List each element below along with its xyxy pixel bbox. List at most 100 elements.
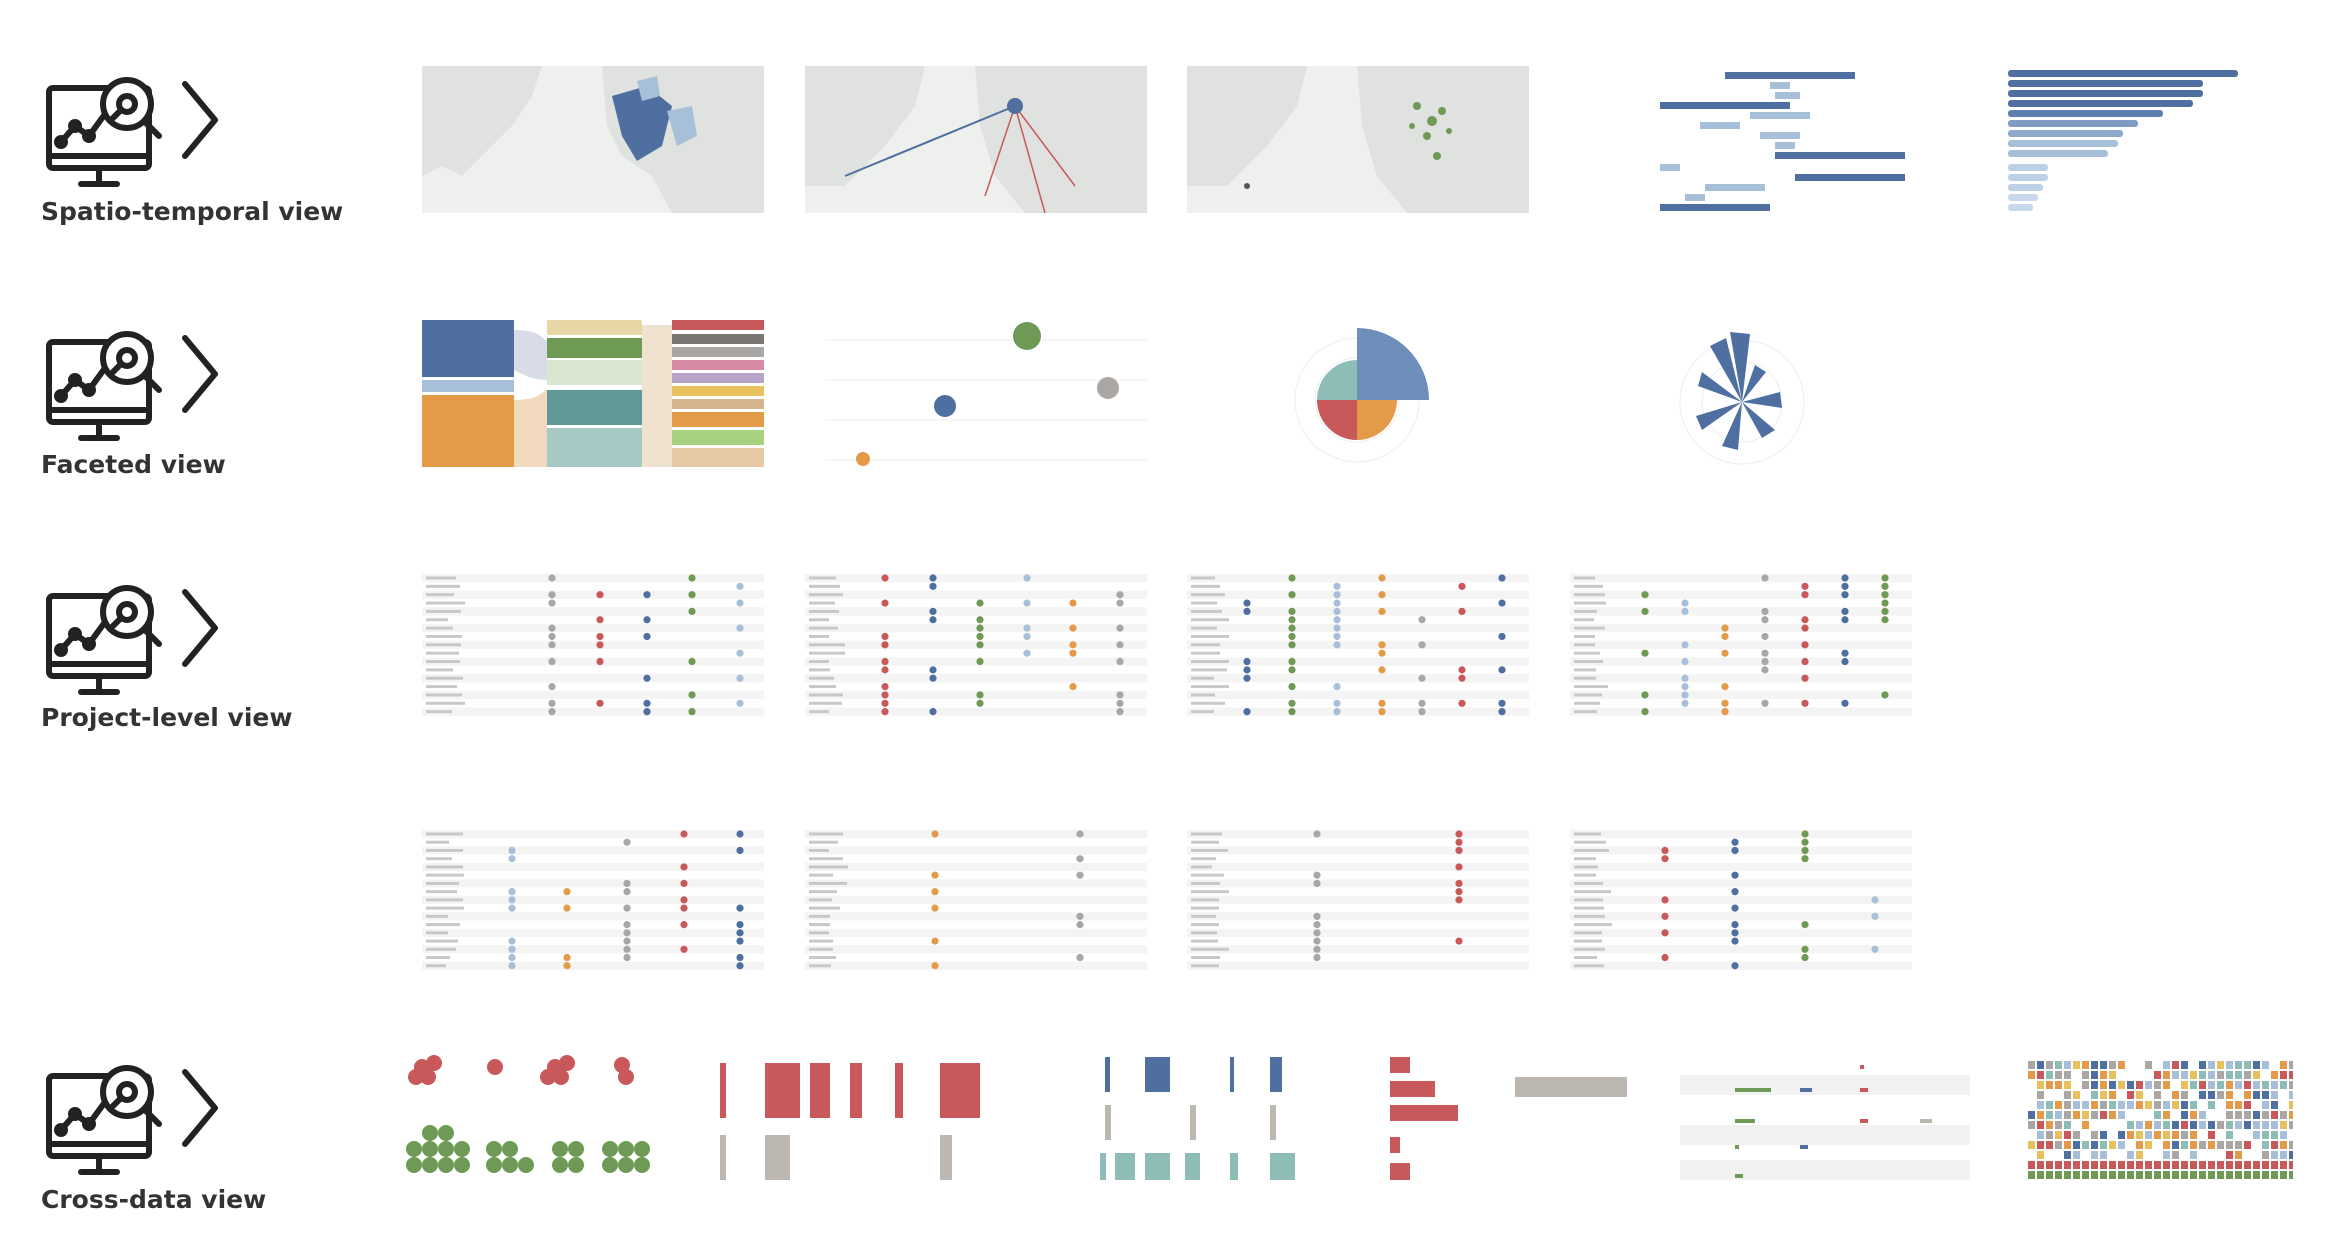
heat-cell <box>2082 1171 2089 1179</box>
dot <box>1661 929 1669 937</box>
heat-cell <box>2109 1081 2116 1089</box>
thumbnail-bar-matrix[interactable] <box>1030 1055 1315 1180</box>
heat-cell <box>2064 1091 2071 1099</box>
heat-cell <box>2136 1171 2143 1179</box>
dot <box>1458 666 1466 674</box>
dot <box>1881 591 1889 599</box>
dot <box>1721 682 1729 691</box>
dot <box>881 691 889 699</box>
dot <box>976 691 984 699</box>
thumbnail-dot-grid[interactable] <box>805 826 1147 976</box>
row-label-mark <box>809 857 843 861</box>
row-band <box>1187 607 1529 616</box>
row-label-cross-data: Cross-data view <box>41 1185 267 1214</box>
heat-cell <box>2082 1161 2089 1169</box>
thumbnail-bubble[interactable] <box>805 320 1147 467</box>
thumbnail-dot-grid[interactable] <box>1570 826 1912 976</box>
thumbnail-bar-matrix[interactable] <box>700 1055 985 1180</box>
dot <box>1378 699 1386 707</box>
thumbnail-sankey[interactable] <box>422 320 764 467</box>
thumbnail-dot-grid[interactable] <box>805 570 1147 722</box>
dot <box>1731 929 1739 937</box>
row-label-mark <box>1191 964 1219 968</box>
heat-cell <box>2091 1141 2098 1149</box>
thumbnail-unit-dots[interactable] <box>370 1055 660 1180</box>
thumbnail-dot-grid[interactable] <box>422 826 764 976</box>
dot <box>736 962 744 970</box>
heat-cell <box>2208 1061 2215 1069</box>
thumbnail-sorted-bars[interactable] <box>1953 66 2295 213</box>
heat-cell <box>2262 1121 2269 1129</box>
heat-cell <box>2118 1081 2125 1089</box>
heat-cell <box>2244 1101 2251 1109</box>
thumbnail-map-choropleth[interactable] <box>422 66 764 213</box>
heat-cell <box>2082 1101 2089 1109</box>
dot <box>976 632 984 641</box>
heat-cell <box>2082 1141 2089 1149</box>
thumbnail-map-points[interactable] <box>1187 66 1529 213</box>
thumbnail-radial-bars[interactable] <box>1570 320 1912 467</box>
dot <box>1418 616 1426 624</box>
row-label-mark <box>426 576 456 580</box>
dot <box>976 699 984 707</box>
dot <box>680 896 688 904</box>
thumbnail-gantt-bars[interactable] <box>1570 66 1912 213</box>
dot <box>680 863 688 871</box>
row-band <box>1570 879 1912 888</box>
row-label-mark <box>809 609 839 613</box>
heat-cell <box>2091 1081 2098 1089</box>
dot <box>680 904 688 912</box>
dot <box>1116 641 1124 649</box>
heat-cell <box>2163 1101 2170 1109</box>
row-band <box>422 928 764 937</box>
thumbnail-dot-grid[interactable] <box>1570 570 1912 722</box>
dot <box>1801 953 1809 962</box>
heat-cell <box>2055 1071 2062 1079</box>
dot <box>1378 649 1386 657</box>
heat-cell <box>2226 1111 2233 1119</box>
heat-cell <box>2262 1171 2269 1179</box>
heat-cell <box>2190 1121 2197 1129</box>
heat-cell <box>2199 1061 2206 1069</box>
dot <box>688 708 696 716</box>
heat-cell <box>2190 1141 2197 1149</box>
heat-cell <box>2163 1171 2170 1179</box>
thumbnail-map-flows[interactable] <box>805 66 1147 213</box>
dot <box>1313 912 1321 920</box>
row-label-mark <box>1574 898 1603 902</box>
row-label-mark <box>426 857 452 861</box>
row-label-mark <box>809 651 845 655</box>
dot <box>1288 624 1296 632</box>
dot <box>736 699 744 707</box>
row-band <box>1570 862 1912 872</box>
thumbnail-bar-matrix[interactable] <box>1355 1055 1640 1180</box>
heat-cell <box>2046 1061 2053 1069</box>
heat-cell <box>2145 1141 2152 1149</box>
heat-cell <box>2172 1121 2179 1129</box>
dot <box>1498 632 1506 641</box>
thumbnail-polar-area[interactable] <box>1187 320 1529 467</box>
thumbnail-heatmap[interactable] <box>2003 1055 2293 1180</box>
heat-cell <box>2100 1111 2107 1119</box>
heat-cell <box>2172 1171 2179 1179</box>
dot <box>736 674 744 682</box>
thumbnail-dot-grid[interactable] <box>1187 826 1529 976</box>
thumbnail-dot-grid[interactable] <box>422 570 764 722</box>
dot <box>688 657 696 666</box>
row-label-mark <box>1191 931 1217 935</box>
thumbnail-table-dots[interactable] <box>1680 1055 1970 1180</box>
heat-cell <box>2217 1091 2224 1099</box>
heat-cell <box>2109 1061 2116 1069</box>
heat-cell <box>2064 1151 2071 1159</box>
heat-cell <box>2172 1091 2179 1099</box>
heat-cell <box>2199 1161 2206 1169</box>
dot <box>1641 607 1649 616</box>
row-label-mark <box>1191 676 1214 680</box>
row-label-mark <box>1574 576 1595 580</box>
thumbnail-dot-grid[interactable] <box>1187 570 1529 722</box>
dot <box>929 607 937 616</box>
dot <box>1731 920 1739 929</box>
heat-cell <box>2100 1091 2107 1099</box>
heat-cell <box>2181 1131 2188 1139</box>
heat-cell <box>2253 1121 2260 1129</box>
